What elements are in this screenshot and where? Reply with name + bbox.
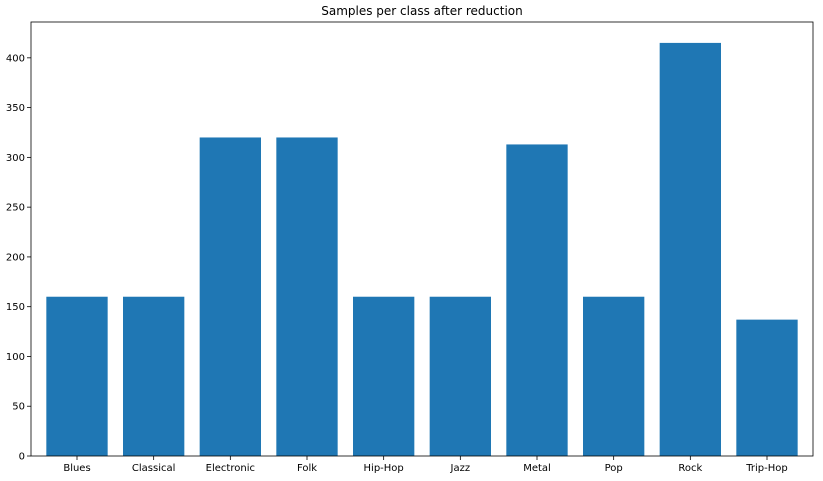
x-tick-label-classical: Classical (132, 463, 176, 474)
y-tick-label: 250 (6, 203, 25, 214)
bar-classical (123, 296, 185, 456)
y-tick-label: 150 (6, 302, 25, 313)
y-tick-label: 100 (6, 352, 25, 363)
y-tick-label: 400 (6, 53, 25, 64)
y-tick-label: 350 (6, 103, 25, 114)
y-tick-label: 200 (6, 252, 25, 263)
y-tick-label: 50 (12, 402, 25, 413)
x-tick-label-blues: Blues (63, 463, 90, 474)
bar-pop (583, 296, 645, 456)
bar-electronic (199, 137, 261, 456)
y-tick-label: 300 (6, 153, 25, 164)
bar-metal (506, 144, 568, 456)
bars-layer (46, 42, 798, 457)
plot-frame (30, 21, 814, 457)
x-tick-label-rock: Rock (678, 463, 702, 474)
y-tick-label: 0 (19, 452, 25, 463)
ticks-layer: Blues Classical Electronic Folk Hip-Hop Jazz M… (6, 53, 788, 474)
x-tick-label-jazz: Jazz (450, 463, 471, 474)
bar-trip-hop (736, 319, 798, 456)
bar-jazz (429, 296, 491, 456)
bar-hip-hop (353, 296, 415, 456)
bar-folk (276, 137, 338, 456)
x-tick-label-folk: Folk (297, 463, 317, 474)
x-tick-label-electronic: Electronic (206, 463, 255, 474)
bar-rock (659, 42, 721, 457)
x-tick-label-pop: Pop (605, 463, 623, 474)
chart-title: Samples per class after reduction (321, 4, 522, 18)
bar-blues (46, 296, 108, 456)
x-tick-label-hip-hop: Hip-Hop (364, 463, 404, 474)
x-tick-label-trip-hop: Trip-Hop (745, 463, 787, 474)
axes-layer (30, 21, 814, 457)
x-tick-label-metal: Metal (523, 463, 551, 474)
